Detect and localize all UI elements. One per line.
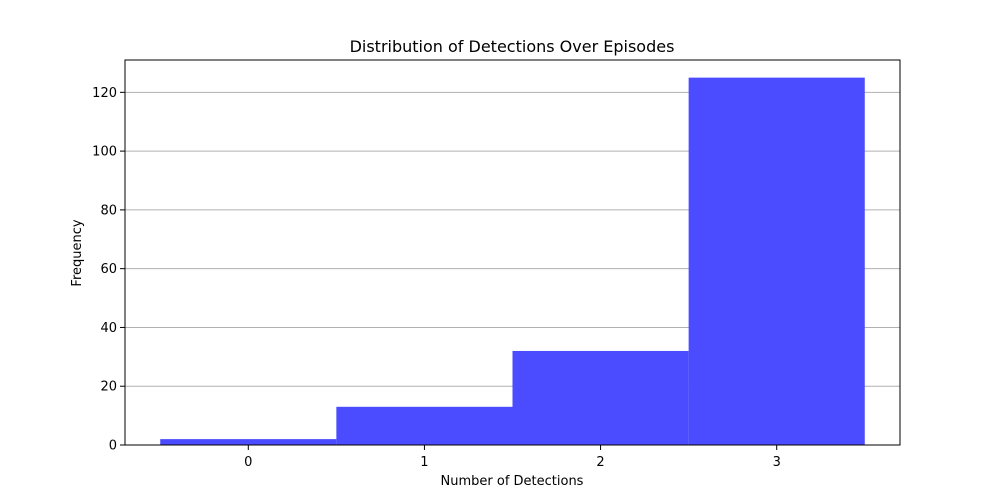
x-axis-title: Number of Detections (441, 474, 584, 489)
bar (512, 350, 689, 445)
y-axis-title: Frequency (70, 219, 85, 286)
y-tick-label: 60 (100, 262, 117, 277)
y-tick-label: 120 (92, 86, 117, 101)
y-tick-label: 0 (109, 439, 117, 454)
y-tick-label: 20 (100, 380, 117, 395)
y-tick-label: 40 (100, 321, 117, 336)
y-tick-label: 80 (100, 203, 117, 218)
y-tick-label: 100 (92, 145, 117, 160)
y-axis-ticks: 0 20 40 60 80 100 120 (92, 86, 125, 454)
x-tick-label: 3 (773, 455, 781, 470)
grid-lines (125, 91, 900, 446)
x-tick-label: 2 (596, 455, 604, 470)
bar (160, 439, 337, 445)
bar (688, 77, 865, 445)
x-axis-ticks: 0 1 2 3 (244, 445, 781, 470)
bar (336, 406, 513, 445)
x-tick-label: 1 (420, 455, 428, 470)
plot-frame (124, 59, 901, 446)
bars (160, 77, 865, 445)
x-tick-label: 0 (244, 455, 252, 470)
chart-title: Distribution of Detections Over Episodes (350, 37, 675, 56)
